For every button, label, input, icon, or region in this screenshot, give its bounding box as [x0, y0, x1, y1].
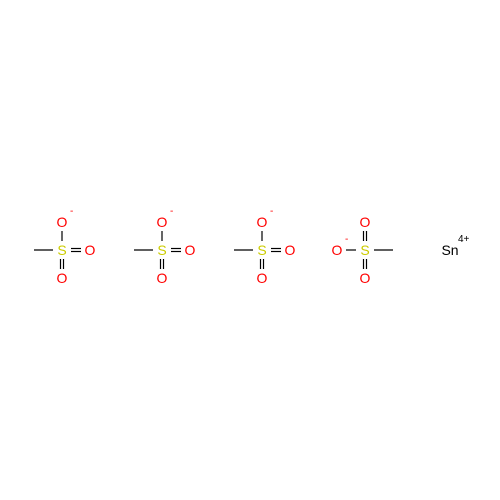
svg-text:-: -	[170, 206, 173, 217]
svg-text:Sn: Sn	[441, 242, 458, 258]
chemical-structure: SO-OOSO-OOSO-OOSOOO-Sn4+	[0, 0, 500, 500]
svg-text:S: S	[257, 242, 266, 258]
svg-text:O: O	[332, 242, 343, 258]
svg-text:S: S	[157, 242, 166, 258]
svg-text:O: O	[257, 214, 268, 230]
svg-text:O: O	[360, 214, 371, 230]
svg-text:O: O	[360, 270, 371, 286]
svg-text:O: O	[285, 242, 296, 258]
svg-text:4+: 4+	[458, 234, 470, 245]
svg-text:O: O	[257, 270, 268, 286]
svg-text:S: S	[57, 242, 66, 258]
svg-text:O: O	[185, 242, 196, 258]
svg-text:O: O	[57, 214, 68, 230]
svg-text:O: O	[157, 270, 168, 286]
svg-text:S: S	[360, 242, 369, 258]
svg-text:O: O	[85, 242, 96, 258]
svg-text:O: O	[57, 270, 68, 286]
svg-text:O: O	[157, 214, 168, 230]
svg-text:-: -	[345, 234, 348, 245]
svg-text:-: -	[270, 206, 273, 217]
svg-text:-: -	[70, 206, 73, 217]
